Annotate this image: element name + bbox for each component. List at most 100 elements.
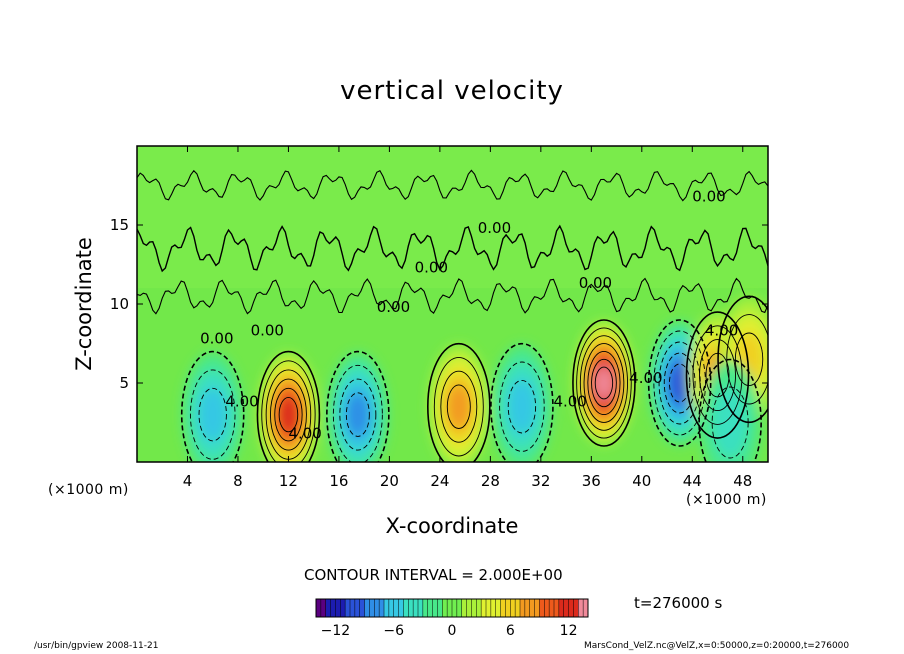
- contour-updraft-0-3: [269, 378, 307, 451]
- colorbar-segment-40: [510, 599, 516, 617]
- contour-updraft-8-0: [717, 295, 768, 424]
- colorbar-frame: [315, 598, 589, 618]
- contour-downdraft-5-4: [669, 363, 691, 403]
- colorbar-segment-16: [393, 599, 399, 617]
- colorbar-segment-14: [384, 599, 390, 617]
- x-unit-right: (×1000 m): [686, 492, 767, 508]
- contour-label-2: 0.00: [415, 258, 448, 276]
- contour-updraft-7-0: [685, 311, 750, 439]
- contour-downdraft-6-1: [189, 369, 236, 460]
- contour-downdraft-6-2: [198, 387, 227, 442]
- colorbar-segment-7: [350, 599, 356, 617]
- contour-downdraft-5-3: [663, 352, 696, 414]
- cell-updraft-0-level-5: [278, 395, 299, 434]
- contour-updraft-2-1: [433, 356, 484, 457]
- colorbar-segment-49: [554, 599, 560, 617]
- colorbar-segment-33: [476, 599, 482, 617]
- colorbar-tick-label-4: 12: [560, 623, 578, 639]
- x-tick-label-12: 12: [279, 472, 298, 490]
- contour-interval-text: CONTOUR INTERVAL = 2.000E+00: [304, 566, 563, 584]
- colorbar-segment-15: [388, 599, 395, 617]
- colorbar-segment-51: [563, 599, 569, 617]
- colorbar-segment-46: [539, 599, 545, 617]
- colorbar-segment-54: [578, 599, 584, 617]
- y-tick-label-15: 15: [110, 216, 129, 234]
- zero-contour-top: [137, 169, 768, 202]
- contour-updraft-4-6: [594, 366, 614, 400]
- colorbar-segment-34: [481, 599, 487, 617]
- colorbar-segment-36: [490, 599, 497, 617]
- contour-updraft-0-0: [256, 350, 321, 462]
- colorbar-segment-32: [471, 599, 477, 617]
- contour-label-6: 0.00: [251, 322, 284, 340]
- x-axis-label: X-coordinate: [385, 514, 519, 538]
- colorbar-segment-17: [398, 599, 404, 617]
- contour-label-7: 4.00: [225, 393, 258, 411]
- x-tick-label-32: 32: [531, 472, 550, 490]
- zero-contour-upper: [137, 224, 768, 273]
- colorbar-segment-2: [325, 599, 331, 617]
- chart-title: vertical velocity: [340, 76, 564, 106]
- contour-label-1: 0.00: [377, 298, 410, 316]
- colorbar-segment-28: [452, 599, 458, 617]
- colorbar-segment-42: [520, 599, 526, 617]
- cell-downdraft-3-level-2: [507, 379, 536, 435]
- colorbar-segment-29: [456, 599, 463, 617]
- y-tick-label-5: 5: [119, 374, 129, 392]
- colorbar-segment-30: [461, 599, 467, 617]
- contour-updraft-2-2: [440, 370, 478, 443]
- contour-updraft-4-5: [591, 358, 617, 408]
- colorbar-segment-48: [549, 599, 555, 617]
- colorbar-segment-18: [403, 599, 409, 617]
- y-tick-label-10: 10: [110, 295, 129, 313]
- contour-label-8: 4.00: [553, 393, 586, 411]
- contour-downdraft-6-0: [180, 350, 245, 462]
- colorbar-segment-5: [340, 599, 346, 617]
- colorbar-segment-52: [568, 599, 574, 617]
- x-tick-label-24: 24: [430, 472, 449, 490]
- contour-downdraft-1-1: [332, 364, 383, 462]
- colorbar-segment-1: [320, 599, 327, 617]
- colorbar-segment-20: [413, 599, 419, 617]
- contour-updraft-4-0: [572, 319, 636, 447]
- contour-updraft-0-4: [274, 387, 303, 442]
- colorbar-segment-8: [354, 599, 361, 617]
- colorbar-segment-6: [345, 599, 351, 617]
- colorbar-segment-26: [442, 599, 448, 617]
- contour-updraft-7-2: [699, 339, 736, 412]
- x-tick-label-40: 40: [632, 472, 651, 490]
- contour-downdraft-5-0: [647, 319, 712, 447]
- colorbar-segment-45: [534, 599, 540, 617]
- colorbar-segment-27: [447, 599, 453, 617]
- contour-downdraft-1-3: [345, 392, 370, 437]
- contour-downdraft-9-1: [711, 386, 749, 459]
- footer-right: MarsCond_VelZ.nc@VelZ,x=0:50000,z=0:2000…: [584, 641, 850, 651]
- contour-layer: [137, 169, 768, 462]
- contour-updraft-4-4: [587, 350, 621, 416]
- contour-updraft-0-1: [261, 360, 316, 462]
- contour-updraft-8-2: [734, 332, 764, 387]
- cell-updraft-4-level-6: [594, 365, 614, 401]
- colorbar-segment-39: [505, 599, 511, 617]
- colorbar-tick-label-2: 0: [448, 623, 457, 639]
- colorbar-segment-11: [369, 599, 375, 617]
- contour-updraft-0-5: [278, 396, 299, 433]
- colorbar-segment-35: [486, 599, 492, 617]
- contour-updraft-4-1: [576, 327, 632, 439]
- colorbar-segment-53: [573, 599, 579, 617]
- colorbar-segment-37: [495, 599, 501, 617]
- colorbar-segment-22: [422, 599, 429, 617]
- colorbar-segment-10: [364, 599, 370, 617]
- cell-downdraft-9-level-1: [712, 386, 749, 459]
- contour-downdraft-5-1: [653, 330, 706, 436]
- contour-updraft-2-0: [427, 342, 491, 462]
- contour-downdraft-1-0: [326, 350, 390, 462]
- contour-downdraft-3-0: [490, 342, 554, 462]
- x-tick-label-44: 44: [683, 472, 702, 490]
- colorbar-segment-23: [427, 599, 433, 617]
- contour-downdraft-9-0: [698, 358, 762, 462]
- contour-updraft-4-2: [579, 335, 628, 431]
- contour-updraft-4-3: [583, 343, 625, 423]
- contour-label-0: 0.00: [200, 330, 233, 348]
